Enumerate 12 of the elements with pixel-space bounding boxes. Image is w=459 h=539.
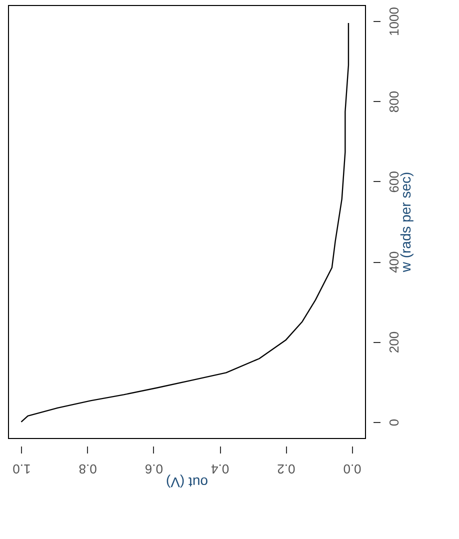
x-tick-label: 0.6 [144,462,163,476]
y-tick-label: 0 [386,418,402,426]
x-tick-label: 0.4 [211,462,230,476]
y-tick-label: 200 [386,331,402,354]
y-tick-label: 800 [386,90,402,113]
x-tick-label: 1.0 [12,462,31,476]
x-axis-title: out (V) [166,474,208,490]
x-tick-label: 0.2 [277,462,296,476]
x-tick-label: 0.8 [78,462,97,476]
line-series [20,22,350,423]
y-tick-label: 1000 [386,7,402,36]
x-tick-label: 0.0 [343,462,362,476]
